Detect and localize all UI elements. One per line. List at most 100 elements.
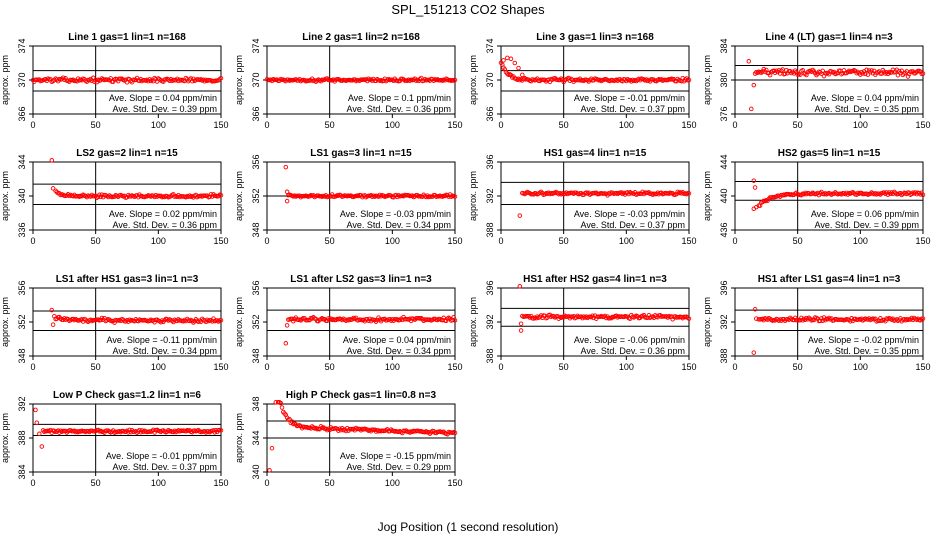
x-tick-label: 50: [559, 362, 569, 372]
data-point: [50, 322, 56, 327]
panel-5: LS2 gas=2 lin=1 n=15 approx. ppm 0 50 100 150…: [0, 148, 229, 246]
y-tick-label: 444: [719, 154, 729, 169]
data-point: [686, 316, 692, 321]
data-point: [518, 328, 524, 333]
data-point: [37, 431, 42, 437]
data-points: [49, 307, 224, 327]
panel-title: Line 1 gas=1 lin=1 n=168: [68, 32, 186, 43]
y-tick-label: 384: [17, 464, 27, 479]
y-tick-label: 344: [17, 154, 27, 169]
x-tick-label: 0: [732, 362, 737, 372]
x-tick-label: 50: [793, 120, 803, 130]
data-point: [905, 74, 911, 79]
x-tick-label: 100: [151, 120, 166, 130]
slope-annotation: Ave. Slope = -0.03 ppm/min: [340, 209, 451, 219]
data-point: [218, 318, 224, 323]
data-point: [278, 400, 284, 406]
y-tick-label: 388: [485, 348, 495, 363]
x-tick-label: 0: [498, 362, 503, 372]
data-point: [820, 68, 825, 74]
data-point: [899, 68, 904, 74]
x-tick-label: 100: [619, 236, 634, 246]
x-tick-label: 150: [447, 478, 462, 488]
data-point: [686, 77, 692, 83]
y-axis-label: approx. ppm: [468, 297, 478, 347]
data-point: [365, 78, 370, 84]
data-point: [751, 178, 757, 183]
data-point: [865, 72, 871, 77]
y-tick-label: 374: [17, 38, 27, 53]
x-tick-label: 150: [915, 120, 930, 130]
data-point: [90, 75, 96, 81]
x-tick-label: 0: [498, 120, 503, 130]
data-point: [585, 78, 590, 83]
slope-annotation: Ave. Slope = -0.11 ppm/min: [107, 335, 217, 345]
data-point: [63, 76, 68, 81]
panel-6: LS1 gas=3 lin=1 n=15 approx. ppm 0 50 100 150…: [234, 148, 463, 246]
y-tick-label: 392: [485, 188, 495, 203]
y-tick-label: 366: [251, 106, 261, 121]
data-point: [752, 307, 758, 312]
y-axis-label: approx. ppm: [468, 55, 478, 105]
y-axis-label: approx. ppm: [0, 413, 10, 463]
data-point: [49, 307, 55, 313]
x-tick-label: 0: [264, 478, 269, 488]
panel-3: Line 3 gas=1 lin=3 n=168 approx. ppm 0 50 10…: [468, 32, 697, 130]
data-point: [535, 76, 540, 81]
data-point: [279, 405, 285, 410]
y-tick-label: 396: [719, 280, 729, 295]
panel-grid: Line 1 gas=1 lin=1 n=168 approx. ppm 0 50 10…: [0, 32, 931, 488]
stddev-annotation: Ave. Std. Dev. = 0.35 ppm: [815, 104, 919, 114]
stddev-annotation: Ave. Std. Dev. = 0.39 ppm: [113, 104, 217, 114]
x-tick-label: 0: [732, 120, 737, 130]
data-point: [863, 71, 868, 77]
y-tick-label: 396: [485, 280, 495, 295]
x-tick-label: 150: [213, 120, 228, 130]
y-tick-label: 336: [17, 222, 27, 237]
data-point: [166, 77, 171, 82]
y-tick-label: 352: [251, 314, 261, 329]
y-axis-label: approx. ppm: [0, 55, 10, 105]
panel-12: HS1 after LS1 gas=4 lin=1 n=3 approx. ppm…: [702, 274, 931, 372]
data-point: [284, 323, 290, 328]
data-point: [906, 71, 912, 77]
data-point: [501, 58, 506, 63]
data-point: [269, 445, 275, 451]
panel-title: HS1 after HS2 gas=4 lin=1 n=3: [523, 274, 667, 285]
slope-annotation: Ave. Slope = -0.03 ppm/min: [574, 209, 685, 219]
data-point: [283, 341, 289, 346]
x-tick-label: 0: [30, 236, 35, 246]
stddev-annotation: Ave. Std. Dev. = 0.37 ppm: [581, 104, 685, 114]
data-point: [152, 430, 157, 435]
y-tick-label: 392: [719, 314, 729, 329]
slope-annotation: Ave. Slope = -0.15 ppm/min: [340, 451, 451, 461]
stddev-annotation: Ave. Std. Dev. = 0.37 ppm: [113, 462, 217, 472]
x-tick-label: 150: [681, 120, 696, 130]
data-point: [526, 314, 531, 319]
data-point: [452, 194, 458, 199]
data-point: [895, 72, 901, 78]
data-point: [752, 185, 758, 190]
slope-annotation: Ave. Slope = 0.1 ppm/min: [348, 93, 451, 103]
data-points: [49, 158, 224, 200]
panel-title: HS2 gas=5 lin=1 n=15: [778, 148, 881, 159]
data-point: [520, 72, 525, 78]
panel-13: Low P Check gas=1.2 lin=1 n=6 approx. ppm…: [0, 390, 229, 488]
x-tick-label: 100: [151, 236, 166, 246]
panel-title: LS2 gas=2 lin=1 n=15: [76, 148, 178, 159]
panel-title: LS1 after HS1 gas=3 lin=1 n=3: [56, 274, 199, 285]
y-tick-label: 366: [485, 106, 495, 121]
data-point: [505, 71, 510, 76]
x-tick-label: 150: [915, 362, 930, 372]
y-tick-label: 370: [251, 72, 261, 87]
x-tick-label: 100: [385, 120, 400, 130]
x-tick-label: 50: [559, 236, 569, 246]
data-point: [518, 321, 524, 326]
y-tick-label: 392: [17, 396, 27, 411]
y-axis-label: approx. ppm: [702, 55, 712, 105]
x-tick-label: 0: [30, 478, 35, 488]
data-points: [751, 178, 926, 212]
x-tick-label: 50: [325, 120, 335, 130]
data-points: [498, 55, 692, 85]
figure-title: SPL_151213 CO2 Shapes: [391, 2, 545, 17]
